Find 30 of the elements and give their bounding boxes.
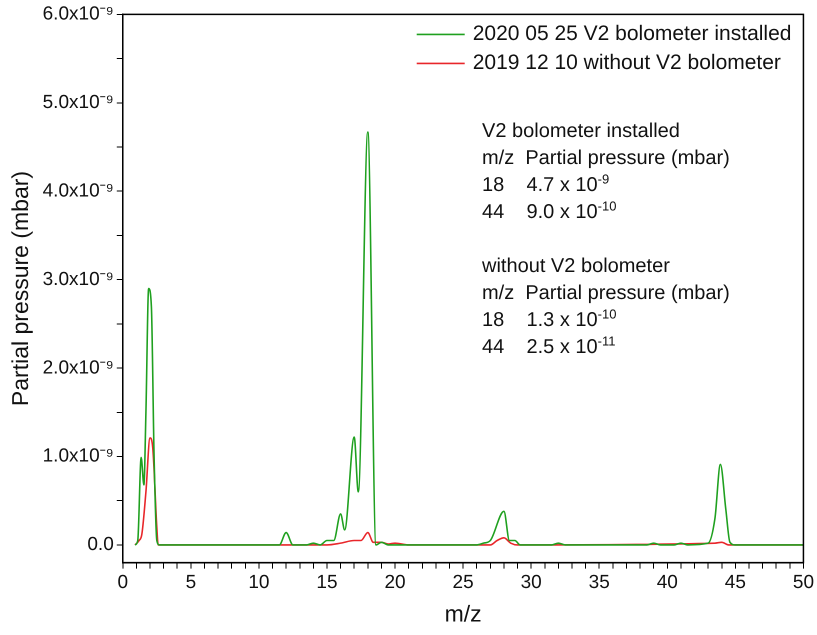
legend-label: 2019 12 10 without V2 bolometer [472, 51, 781, 74]
y-tick-label: 6.0x10⁻⁹ [42, 4, 114, 25]
legend-label: 2020 05 25 V2 bolometer installed [472, 22, 792, 46]
x-tick-label: 15 [316, 572, 338, 594]
x-tick-label: 35 [588, 572, 610, 594]
annotation: m/z Partial pressure (mbar) [482, 146, 730, 171]
x-tick-label: 25 [452, 572, 474, 594]
annotation: 44 9.0 x 10$^{-10}$ [482, 198, 618, 225]
annotation: 18 4.7 x 10$^{-9}$ [482, 171, 610, 198]
x-tick-label: 40 [656, 572, 678, 594]
y-tick-label: 0.0 [87, 534, 114, 556]
x-tick-label: 30 [520, 572, 542, 594]
y-tick-label: 5.0x10⁻⁹ [42, 92, 114, 114]
annotation: 18 1.3 x 10$^{-10}$ [482, 306, 618, 333]
x-tick-label: 45 [724, 572, 746, 594]
annotation: V2 bolometer installed [482, 119, 681, 144]
annotation: m/z Partial pressure (mbar) [482, 281, 730, 306]
annotation: 44 2.5 x 10$^{-11}$ [482, 333, 616, 360]
x-tick-label: 0 [117, 572, 128, 594]
y-tick-label: 1.0x10⁻⁹ [42, 446, 114, 467]
y-axis-title: Partial pressure (mbar) [7, 170, 34, 406]
x-tick-label: 20 [384, 572, 406, 594]
x-tick-label: 10 [248, 572, 270, 594]
x-axis-title: m/z [444, 600, 482, 627]
x-tick-label: 5 [186, 572, 196, 594]
y-tick-label: 3.0x10⁻⁹ [42, 268, 114, 290]
x-tick-label: 50 [792, 572, 814, 594]
annotation: without V2 bolometer [482, 254, 671, 279]
y-tick-label: 4.0x10⁻⁹ [42, 180, 114, 202]
y-tick-label: 2.0x10⁻⁹ [42, 357, 114, 378]
